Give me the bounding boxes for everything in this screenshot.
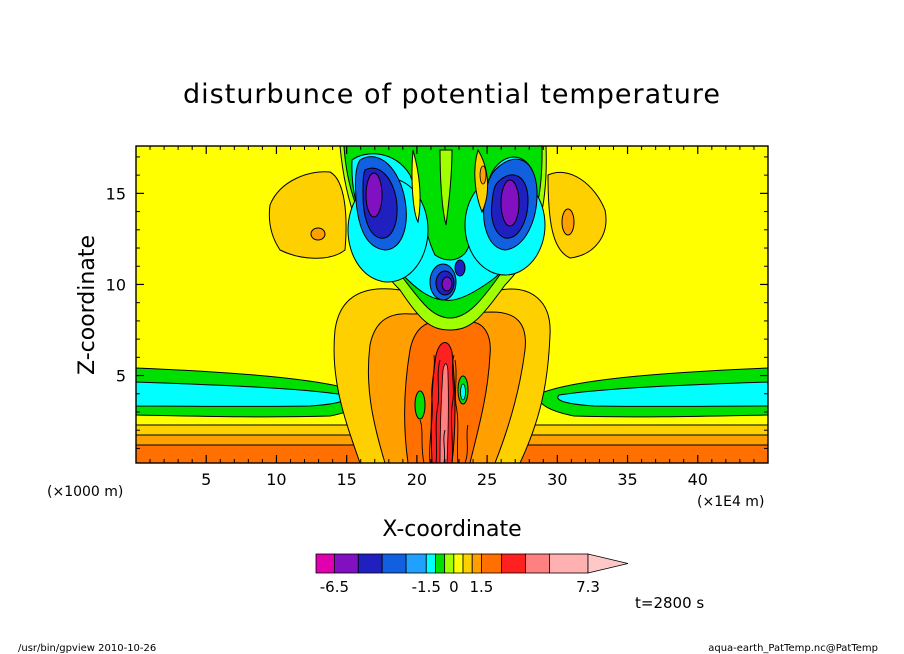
timestamp-annotation: t=2800 s [635,594,704,612]
plume-warm-filament-left [411,149,421,224]
y-axis-unit: (×1000 m) [47,484,123,500]
colorbar-swatch [381,553,407,574]
colorbar-swatch [333,553,359,574]
colorbar-extend-arrow [587,553,629,574]
x-axis-label: X-coordinate [382,517,521,542]
cold-pocket-right-core [460,383,466,401]
surface-turbulence-contours [419,354,469,463]
cold-pocket-left [414,390,426,420]
x-tick-label: 40 [688,470,708,489]
colorbar-swatch [549,553,589,574]
x-tick-label: 20 [407,470,427,489]
y-tick-label: 5 [116,367,126,386]
chart-title: disturbunce of potential temperature [183,79,721,110]
footer-right: aqua-earth_PatTemp.nc@PatTemp [708,643,878,654]
warm-lobe-left [268,171,347,259]
x-tick-label: 5 [201,470,211,489]
colorbar-tick-labels: -6.5 -1.5 0 1.5 7.3 [320,578,600,596]
colorbar-swatch [405,553,427,574]
colorbar-swatch [444,553,455,574]
colorbar-swatch [425,553,436,574]
x-tick-label: 15 [336,470,356,489]
x-tick-label: 35 [617,470,637,489]
warm-lobe-right [547,171,607,259]
colorbar-tick-label: 7.3 [576,578,600,596]
colorbar-tick-label: -1.5 [412,578,441,596]
colorbar-swatch [481,553,503,574]
x-axis-unit: (×1E4 m) [697,494,764,510]
cold-core-left-center [365,172,383,218]
colorbar-swatch [435,553,446,574]
contour-plot [136,146,768,463]
colorbar-swatch [501,553,526,574]
colorbar [315,553,629,574]
cold-tongue-right-cyan [557,381,768,407]
y-tick-label: 10 [106,275,126,294]
colorbar-swatch [453,553,464,574]
colorbar-swatch [471,553,482,574]
plume-warm-filament-center [439,149,453,226]
x-tick-label: 10 [266,470,286,489]
colorbar-tick-label: 1.5 [469,578,493,596]
cold-core-right-center [500,179,520,227]
center-cold-cell-upper [454,259,466,277]
colorbar-swatch [357,553,383,574]
colorbar-swatch [525,553,550,574]
plume-warm-filament-right-core [479,165,487,185]
colorbar-tick-label: 0 [449,578,459,596]
colorbar-swatch [315,553,335,574]
y-axis-label: Z-coordinate [75,235,100,375]
y-tick-label: 15 [106,184,126,203]
plot-frame [135,145,769,464]
footer-left: /usr/bin/gpview 2010-10-26 [18,643,156,654]
colorbar-tick-label: -6.5 [320,578,349,596]
x-tick-label: 30 [547,470,567,489]
warm-column-hot-streak [439,363,449,463]
x-axis-ticks: 5 10 15 20 25 30 35 40 [149,146,755,489]
colorbar-swatch [462,553,473,574]
center-cold-cell-core [441,276,453,292]
warm-lobe-left-core [310,227,326,241]
y-axis-ticks: 5 10 15 [106,156,768,449]
warm-lobe-right-core [561,208,575,236]
x-tick-label: 25 [477,470,497,489]
